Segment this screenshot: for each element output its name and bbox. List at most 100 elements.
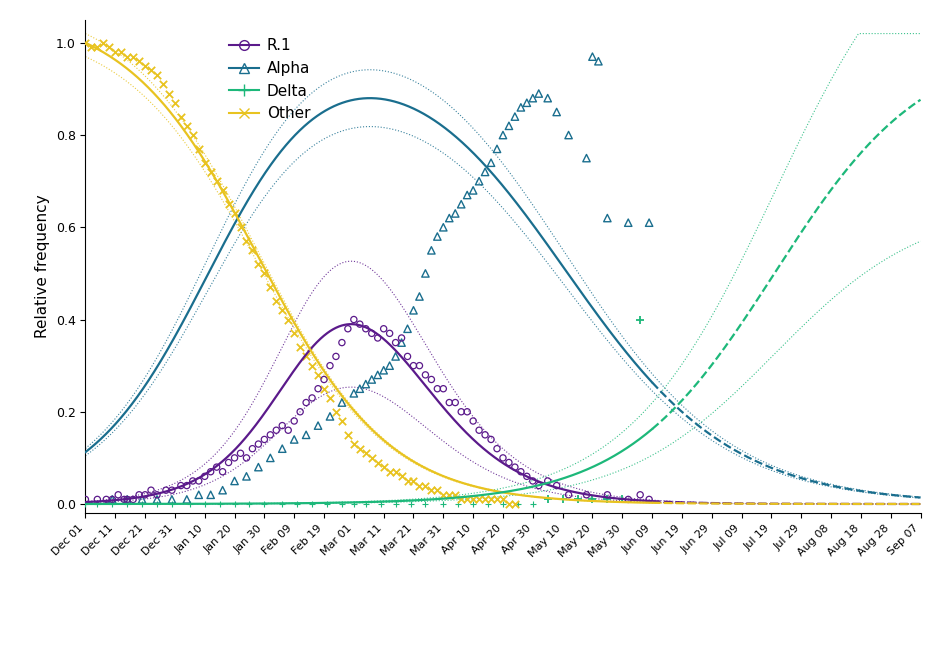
Point [403, 499, 419, 509]
Point [78, 38, 93, 48]
Point [174, 480, 189, 491]
Point [334, 338, 349, 348]
Point [299, 430, 314, 440]
Point [459, 190, 474, 200]
Point [472, 425, 487, 436]
Point [454, 494, 469, 505]
Point [90, 499, 105, 509]
Point [274, 420, 289, 431]
Point [633, 315, 648, 325]
Point [299, 351, 314, 362]
Point [508, 499, 523, 509]
Point [448, 208, 463, 218]
Point [508, 462, 523, 472]
Point [167, 97, 182, 108]
Point [441, 397, 456, 408]
Point [513, 467, 529, 477]
Point [388, 351, 403, 362]
Point [495, 453, 511, 463]
Point [158, 485, 174, 495]
Point [227, 208, 242, 218]
Point [179, 494, 195, 505]
Point [251, 259, 266, 269]
Point [346, 388, 362, 399]
Point [251, 462, 266, 472]
Point [358, 379, 373, 390]
Point [135, 494, 150, 505]
Point [364, 453, 380, 463]
Point [525, 499, 540, 509]
Point [227, 499, 242, 509]
Point [472, 494, 487, 505]
Point [185, 130, 200, 140]
Point [203, 467, 218, 477]
Point [519, 97, 534, 108]
Point [370, 333, 385, 343]
Point [364, 374, 380, 385]
Point [107, 47, 122, 57]
Point [600, 494, 615, 505]
Point [320, 499, 335, 509]
Point [501, 120, 516, 131]
Point [376, 324, 391, 334]
Point [424, 245, 439, 255]
Point [316, 384, 331, 394]
Point [600, 213, 615, 223]
Point [525, 476, 540, 486]
Point [483, 434, 498, 445]
Point [370, 370, 385, 380]
Point [132, 490, 147, 500]
Point [125, 51, 140, 62]
Point [143, 65, 158, 76]
Point [274, 443, 289, 454]
Point [346, 439, 362, 449]
Point [239, 236, 254, 246]
Point [600, 490, 615, 500]
Point [341, 324, 356, 334]
Point [257, 499, 272, 509]
Point [102, 42, 117, 53]
Point [388, 338, 403, 348]
Point [477, 494, 493, 505]
Point [233, 222, 248, 232]
Point [490, 443, 505, 454]
Point [274, 499, 289, 509]
Point [352, 384, 367, 394]
Point [257, 268, 272, 279]
Point [549, 107, 565, 117]
Point [310, 420, 326, 431]
Point [90, 494, 105, 505]
Point [454, 407, 469, 417]
Point [179, 120, 195, 131]
Point [164, 494, 179, 505]
Point [209, 176, 224, 186]
Point [436, 490, 451, 500]
Point [549, 480, 565, 491]
Point [209, 462, 224, 472]
Point [382, 361, 398, 371]
Point [436, 499, 451, 509]
Point [310, 370, 326, 380]
Point [117, 494, 132, 505]
Point [511, 499, 526, 509]
Point [406, 476, 421, 486]
Point [149, 499, 164, 509]
Point [316, 374, 331, 385]
Point [376, 365, 391, 376]
Point [299, 397, 314, 408]
Point [78, 499, 93, 509]
Point [323, 411, 338, 422]
Point [328, 407, 344, 417]
Point [382, 328, 398, 339]
Point [388, 499, 403, 509]
Point [292, 342, 307, 353]
Point [287, 434, 302, 445]
Point [621, 494, 636, 505]
Point [358, 324, 373, 334]
Point [430, 384, 445, 394]
Point [287, 328, 302, 339]
Point [466, 185, 481, 195]
Point [394, 333, 409, 343]
Point [125, 494, 140, 505]
Point [585, 494, 600, 505]
